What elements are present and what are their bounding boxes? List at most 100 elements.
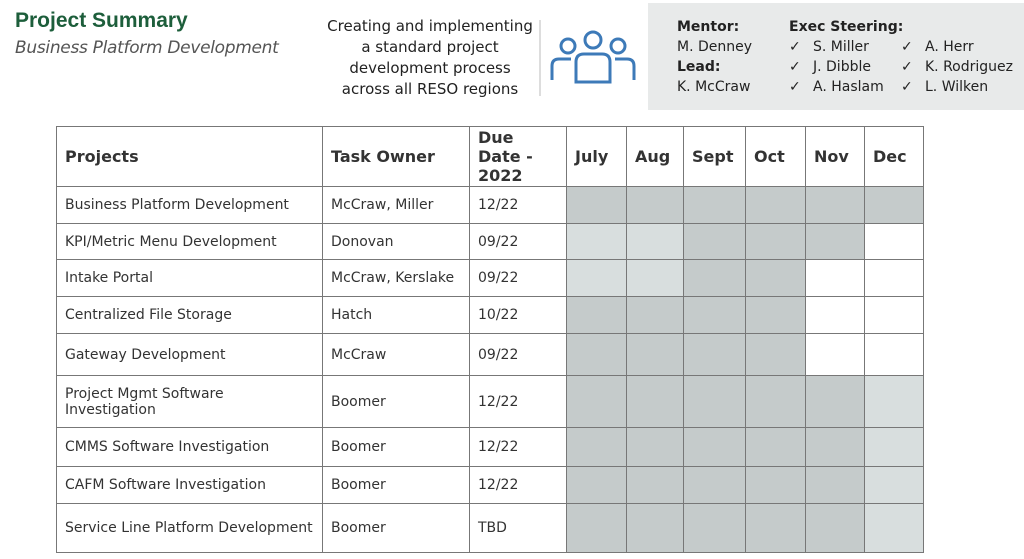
cell: Donovan [322, 223, 470, 260]
description: Creating and implementing a standard pro… [327, 17, 533, 98]
check: ✓ [901, 59, 913, 75]
cell: TBD [469, 503, 567, 553]
cell: CMMS Software Investigation [56, 427, 323, 467]
timeline-cell [805, 427, 865, 467]
timeline-cell [626, 259, 684, 297]
cell: 12/22 [469, 427, 567, 467]
cell: KPI/Metric Menu Development [56, 223, 323, 260]
timeline-cell [745, 466, 806, 504]
timeline-cell [626, 333, 684, 376]
timeline-cell [626, 223, 684, 260]
label: Lead: [677, 59, 721, 75]
name: J. Dibble [813, 59, 871, 75]
cell: 12/22 [469, 466, 567, 504]
team-icon [539, 20, 636, 96]
timeline-cell [864, 466, 924, 504]
cell: 12/22 [469, 186, 567, 224]
timeline-cell [864, 503, 924, 553]
cell: Business Platform Development [56, 186, 323, 224]
cell: 09/22 [469, 333, 567, 376]
timeline-cell [805, 375, 865, 428]
timeline-cell [683, 186, 746, 224]
timeline-cell [566, 375, 627, 428]
timeline-cell [566, 186, 627, 224]
timeline-cell [566, 427, 627, 467]
name: A. Herr [925, 39, 974, 55]
timeline-cell [745, 223, 806, 260]
timeline-cell [805, 223, 865, 260]
cell: McCraw [322, 333, 470, 376]
table-row: Gateway Development McCraw 09/22 [56, 333, 924, 376]
check: ✓ [789, 59, 801, 75]
check: ✓ [789, 79, 801, 95]
timeline-cell [626, 375, 684, 428]
timeline-cell [683, 375, 746, 428]
table-row: CAFM Software Investigation Boomer 12/22 [56, 466, 924, 504]
timeline-cell [566, 223, 627, 260]
column-header: Aug [626, 126, 684, 187]
timeline-cell [683, 296, 746, 334]
timeline-cell [745, 503, 806, 553]
column-header: Sept [683, 126, 746, 187]
cell: Project Mgmt Software Investigation [56, 375, 323, 428]
timeline-cell [805, 259, 865, 297]
name: M. Denney [677, 39, 753, 55]
timeline-cell [566, 466, 627, 504]
cell: Hatch [322, 296, 470, 334]
check: ✓ [789, 39, 801, 55]
timeline-cell [745, 427, 806, 467]
timeline-cell [683, 427, 746, 467]
name: S. Miller [813, 39, 869, 55]
cell: Service Line Platform Development [56, 503, 323, 553]
timeline-cell [864, 186, 924, 224]
title: Project Summary [15, 9, 188, 32]
cell: 12/22 [469, 375, 567, 428]
column-header: Projects [56, 126, 323, 187]
timeline-cell [745, 186, 806, 224]
cell: Boomer [322, 466, 470, 504]
timeline-cell [683, 333, 746, 376]
table-row: CMMS Software Investigation Boomer 12/22 [56, 427, 924, 467]
name: L. Wilken [925, 79, 989, 95]
timeline-cell [626, 503, 684, 553]
timeline-cell [805, 186, 865, 224]
cell: Boomer [322, 427, 470, 467]
table-row: Service Line Platform Development Boomer T… [56, 503, 924, 553]
timeline-cell [626, 296, 684, 334]
cell: Gateway Development [56, 333, 323, 376]
column-header: Task Owner [322, 126, 470, 187]
column-header: Oct [745, 126, 806, 187]
timeline-cell [864, 223, 924, 260]
timeline-cell [864, 333, 924, 376]
timeline-cell [683, 223, 746, 260]
timeline-cell [864, 259, 924, 297]
table-row: Business Platform Development McCraw, Mil… [56, 186, 924, 224]
timeline-cell [683, 259, 746, 297]
column-header: Dec [864, 126, 924, 187]
timeline-cell [566, 296, 627, 334]
table-row: Intake Portal McCraw, Kerslake 09/22 [56, 259, 924, 297]
name: K. McCraw [677, 79, 751, 95]
timeline-cell [805, 333, 865, 376]
subtitle: Business Platform Development [15, 38, 279, 58]
team-box: Mentor: M. Denney Lead: K. McCraw Exec Steer… [648, 3, 1024, 110]
label: Exec Steering: [789, 19, 904, 35]
name: A. Haslam [813, 79, 884, 95]
timeline-cell [805, 466, 865, 504]
column-header: Due Date - 2022 [469, 126, 567, 187]
cell: 09/22 [469, 259, 567, 297]
check: ✓ [901, 39, 913, 55]
table-row: Centralized File Storage Hatch 10/22 [56, 296, 924, 334]
table-row: Project Mgmt Software Investigation Boome… [56, 375, 924, 428]
timeline-cell [805, 503, 865, 553]
cell: CAFM Software Investigation [56, 466, 323, 504]
cell: 09/22 [469, 223, 567, 260]
schedule-table: Projects Task Owner Due Date - 2022 July Aug… [56, 126, 924, 553]
cell: Boomer [322, 503, 470, 553]
cell: 10/22 [469, 296, 567, 334]
table-row: KPI/Metric Menu Development Donovan 09/22 [56, 223, 924, 260]
cell: McCraw, Miller [322, 186, 470, 224]
timeline-cell [566, 503, 627, 553]
timeline-cell [683, 503, 746, 553]
